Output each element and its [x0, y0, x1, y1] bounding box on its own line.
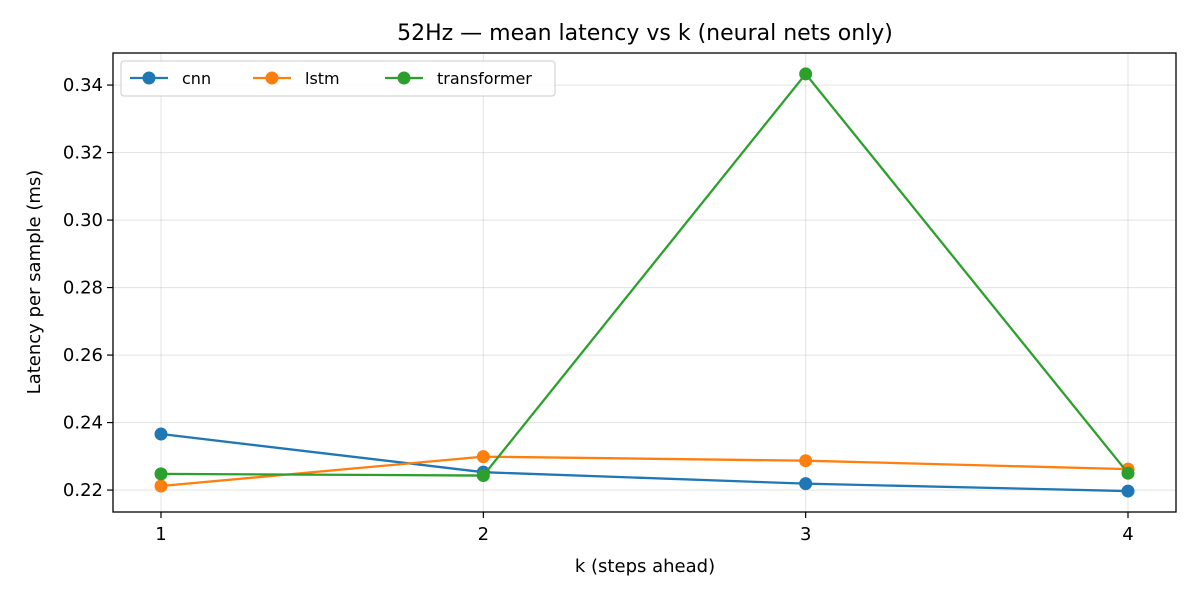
series-lstm [154, 450, 1135, 493]
transformer-point [1121, 466, 1135, 480]
legend-swatch-marker [397, 71, 411, 85]
y-tick-label: 0.32 [63, 143, 103, 164]
legend-item-cnn: cnn [130, 69, 211, 88]
y-tick-label: 0.34 [63, 75, 103, 96]
tick-layer: 1 2 3 4 0.22 0.24 0.26 0.28 0.30 0.32 0.34 [63, 75, 1134, 545]
y-tick-label: 0.26 [63, 345, 103, 366]
transformer-point [799, 67, 813, 81]
series-layer [154, 67, 1135, 498]
legend-item-transformer: transformer [385, 69, 532, 88]
y-tick-label: 0.24 [63, 413, 103, 434]
y-tick-label: 0.22 [63, 480, 103, 501]
legend-label: lstm [305, 69, 340, 88]
legend-label: transformer [437, 69, 532, 88]
legend-box [120, 60, 556, 97]
series-transformer [154, 67, 1135, 483]
plot-frame [112, 52, 1177, 513]
cnn-point [799, 477, 813, 491]
lstm-point [799, 454, 813, 468]
legend-swatch-marker [142, 71, 156, 85]
legend: cnn lstm transformer [120, 60, 556, 97]
lstm-line [160, 455, 1129, 488]
chart-title: 52Hz — mean latency vs k (neural nets on… [397, 21, 893, 46]
legend-item-lstm: lstm [253, 69, 340, 88]
cnn-point [1121, 484, 1135, 498]
x-tick-label: 3 [800, 524, 811, 545]
y-tick-label: 0.30 [63, 210, 103, 231]
legend-swatch-marker [265, 71, 279, 85]
cnn-line [160, 432, 1129, 493]
legend-label: cnn [182, 69, 211, 88]
x-tick-label: 1 [155, 524, 166, 545]
lstm-point [154, 479, 168, 493]
grid-layer [113, 53, 1176, 512]
x-tick-label: 2 [478, 524, 489, 545]
x-tick-label: 4 [1122, 524, 1133, 545]
y-axis-label: Latency per sample (ms) [24, 170, 45, 395]
lstm-point [476, 450, 490, 464]
series-cnn [154, 427, 1135, 498]
transformer-line [160, 72, 1129, 477]
cnn-point [154, 427, 168, 441]
transformer-point [476, 469, 490, 483]
transformer-point [154, 467, 168, 481]
y-tick-label: 0.28 [63, 278, 103, 299]
x-axis-label: k (steps ahead) [575, 556, 715, 577]
